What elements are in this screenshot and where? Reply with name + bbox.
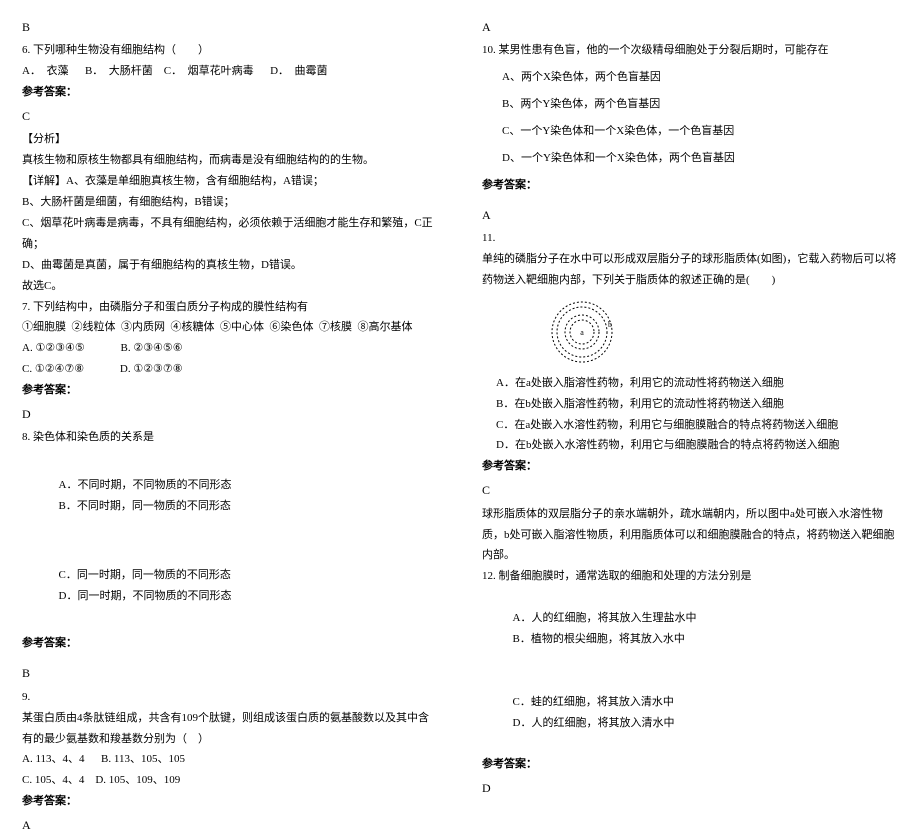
q6-detail-a-text: A、衣藻是单细胞真核生物，含有细胞结构，A错误；	[66, 175, 324, 187]
q12-opts-row1: A．人的红细胞，将其放入生理盐水中 B．植物的根尖细胞，将其放入水中	[482, 587, 898, 671]
q9-answer: A	[22, 812, 438, 838]
q6-end: 故选C。	[22, 276, 438, 297]
q6-detail-b: B、大肠杆菌是细菌，有细胞结构，B错误；	[22, 192, 438, 213]
q6-detail-c: C、烟草花叶病毒是病毒，不具有细胞结构，必须依赖于活细胞才能生存和繁殖，C正确；	[22, 213, 438, 255]
q10-opt-b: B、两个Y染色体，两个色盲基因	[482, 94, 898, 115]
q8-answer: B	[22, 660, 438, 686]
q12-opt-a: A．人的红细胞，将其放入生理盐水中	[513, 612, 697, 624]
q6-answer-label: 参考答案：	[22, 82, 438, 103]
q10-opt-c: C、一个Y染色体和一个X染色体，一个色盲基因	[482, 121, 898, 142]
q8-opt-c: C．同一时期，同一物质的不同形态	[59, 569, 231, 581]
q10-answer: A	[482, 202, 898, 228]
q9-answer-label: 参考答案：	[22, 791, 438, 812]
q12-stem: 12. 制备细胞膜时，通常选取的细胞和处理的方法分别是	[482, 566, 898, 587]
q9-opts-row2: C. 105、4、4 D. 105、109、109	[22, 770, 438, 791]
q10-stem: 10. 某男性患有色盲，他的一个次级精母细胞处于分裂后期时，可能存在	[482, 40, 898, 61]
q10-opt-a: A、两个X染色体，两个色盲基因	[482, 67, 898, 88]
q10-answer-label: 参考答案：	[482, 175, 898, 196]
q12-answer-label: 参考答案：	[482, 754, 898, 775]
q9-opts-row1: A. 113、4、4 B. 113、105、105	[22, 749, 438, 770]
q11-answer: C	[482, 477, 898, 503]
q8-stem: 8. 染色体和染色质的关系是	[22, 427, 438, 448]
q11-num: 11.	[482, 228, 898, 249]
q12-opts-row2: C．蛙的红细胞，将其放入清水中 D．人的红细胞，将其放入清水中	[482, 671, 898, 755]
q6-detail-a: 【详解】A、衣藻是单细胞真核生物，含有细胞结构，A错误；	[22, 171, 438, 192]
liposome-svg: a b	[542, 297, 632, 367]
q11-opt-d: D．在b处嵌入水溶性药物，利用它与细胞膜融合的特点将药物送入细胞	[482, 435, 898, 456]
page: B 6. 下列哪种生物没有细胞结构（ ） A． 衣藻 B． 大肠杆菌 C． 烟草…	[0, 0, 920, 651]
q7-stem: 7. 下列结构中，由磷脂分子和蛋白质分子构成的膜性结构有	[22, 297, 438, 318]
q11-opt-b: B．在b处嵌入脂溶性药物，利用它的流动性将药物送入细胞	[482, 394, 898, 415]
q8-opt-d: D．同一时期，不同物质的不同形态	[59, 590, 232, 602]
q11-stem: 单纯的磷脂分子在水中可以形成双层脂分子的球形脂质体(如图)，它载入药物后可以将药…	[482, 249, 898, 291]
right-column: A 10. 某男性患有色盲，他的一个次级精母细胞处于分裂后期时，可能存在 A、两…	[460, 0, 920, 651]
liposome-figure: a b	[542, 297, 632, 367]
q12-opt-d: D．人的红细胞，将其放入清水中	[513, 717, 675, 729]
q6-answer: C	[22, 103, 438, 129]
q7-list: ①细胞膜 ②线粒体 ③内质网 ④核糖体 ⑤中心体 ⑥染色体 ⑦核膜 ⑧高尔基体	[22, 317, 438, 338]
q7-opts-row1: A. ①②③④⑤ B. ②③④⑤⑥	[22, 338, 438, 359]
q8-answer-label: 参考答案：	[22, 633, 438, 654]
q11-answer-label: 参考答案：	[482, 456, 898, 477]
q9-stem: 某蛋白质由4条肽链组成，共含有109个肽键，则组成该蛋白质的氨基酸数以及其中含有…	[22, 708, 438, 750]
q11-explanation: 球形脂质体的双层脂分子的亲水端朝外，疏水端朝内，所以图中a处可嵌入水溶性物质，b…	[482, 504, 898, 567]
q9-num: 9.	[22, 687, 438, 708]
svg-text:b: b	[608, 320, 612, 329]
q8-opt-a: A．不同时期，不同物质的不同形态	[59, 479, 232, 491]
q7-answer: D	[22, 401, 438, 427]
q6-options: A． 衣藻 B． 大肠杆菌 C． 烟草花叶病毒 D． 曲霉菌	[22, 61, 438, 82]
q7-answer-label: 参考答案：	[22, 380, 438, 401]
q10-opt-d: D、一个Y染色体和一个X染色体，两个色盲基因	[482, 148, 898, 169]
q12-answer: D	[482, 775, 898, 801]
q6-stem: 6. 下列哪种生物没有细胞结构（ ）	[22, 40, 438, 61]
q8-opts-row1: A．不同时期，不同物质的不同形态 B．不同时期，同一物质的不同形态	[22, 454, 438, 538]
q6-analysis-label: 【分析】	[22, 129, 438, 150]
q11-opt-c: C．在a处嵌入水溶性药物，利用它与细胞膜融合的特点将药物送入细胞	[482, 415, 898, 436]
q8-opts-row2: C．同一时期，同一物质的不同形态 D．同一时期，不同物质的不同形态	[22, 544, 438, 628]
svg-text:a: a	[580, 328, 584, 337]
q12-opt-c: C．蛙的红细胞，将其放入清水中	[513, 696, 674, 708]
q8-opt-b: B．不同时期，同一物质的不同形态	[59, 500, 231, 512]
q11-opt-a: A．在a处嵌入脂溶性药物，利用它的流动性将药物送入细胞	[482, 373, 898, 394]
left-column: B 6. 下列哪种生物没有细胞结构（ ） A． 衣藻 B． 大肠杆菌 C． 烟草…	[0, 0, 460, 651]
q6-detail-d: D、曲霉菌是真菌，属于有细胞结构的真核生物，D错误。	[22, 255, 438, 276]
q6-detail-label: 【详解】	[22, 175, 66, 187]
left-pre-answer: B	[22, 14, 438, 40]
q6-analysis: 真核生物和原核生物都具有细胞结构，而病毒是没有细胞结构的的生物。	[22, 150, 438, 171]
q12-opt-b: B．植物的根尖细胞，将其放入水中	[513, 633, 685, 645]
right-pre-answer: A	[482, 14, 898, 40]
q7-opts-row2: C. ①②④⑦⑧ D. ①②③⑦⑧	[22, 359, 438, 380]
